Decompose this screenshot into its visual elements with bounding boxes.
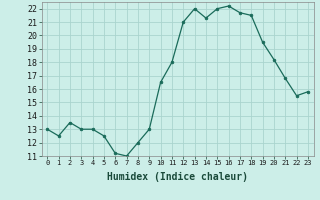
X-axis label: Humidex (Indice chaleur): Humidex (Indice chaleur): [107, 172, 248, 182]
